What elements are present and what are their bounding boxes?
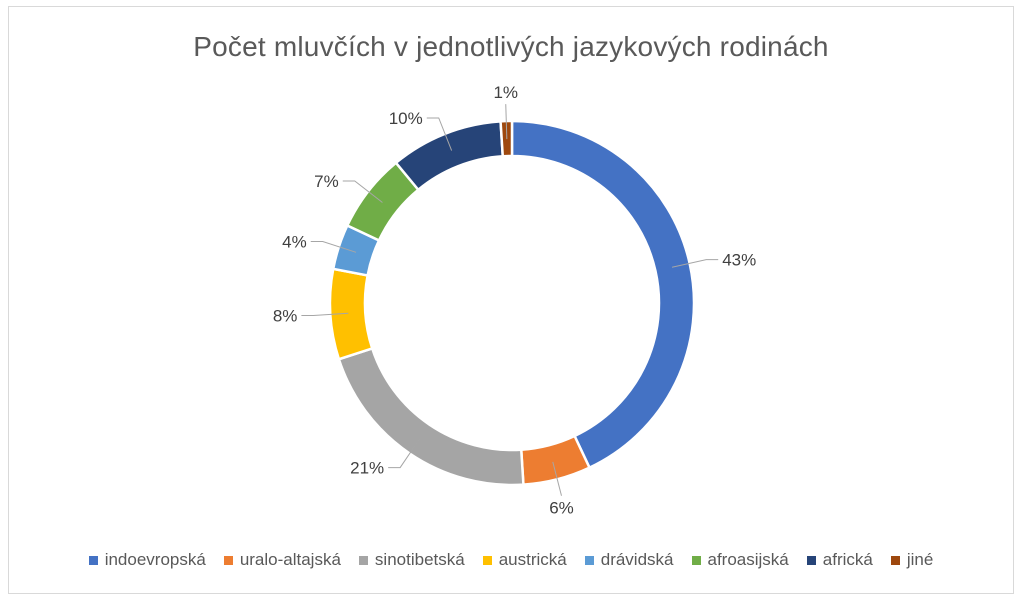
legend-swatch — [584, 555, 594, 565]
leader-lines-group — [301, 104, 719, 496]
leader-line-drávidská — [310, 241, 357, 253]
legend-item-jiné: jiné — [890, 550, 934, 570]
legend-label: uralo-altajská — [239, 550, 341, 569]
data-labels-group: 43% 6% 21% 8% 4% 7% 10% 1% — [273, 83, 756, 518]
legend-label: sinotibetská — [374, 550, 465, 569]
data-label-afroasijská: 7% — [314, 172, 339, 191]
chart-frame: Počet mluvčích v jednotlivých jazykových… — [8, 6, 1014, 594]
legend-item-africká: africká — [806, 550, 873, 570]
slice-jiné — [499, 119, 514, 158]
data-label-uralo-altajská: 6% — [549, 499, 574, 518]
legend-swatch — [88, 555, 98, 565]
doughnut-chart: 43% 6% 21% 8% 4% 7% 10% 1% — [273, 83, 756, 518]
legend-swatch — [890, 555, 900, 565]
legend-label: indoevropská — [104, 550, 206, 569]
leader-line-indoevropská — [671, 259, 719, 268]
legend-item-drávidská: drávidská — [584, 550, 674, 570]
legend-item-uralo-altajská: uralo-altajská — [223, 550, 341, 570]
legend-label: africká — [822, 550, 873, 569]
leader-line-austrická — [301, 312, 349, 316]
slices-group — [328, 119, 696, 487]
data-label-austrická: 8% — [273, 306, 298, 325]
data-label-jiné: 1% — [493, 83, 518, 102]
data-label-drávidská: 4% — [282, 233, 307, 252]
leader-line-africká — [426, 117, 453, 151]
slice-uralo-altajská — [519, 434, 592, 486]
legend-item-indoevropská: indoevropská — [88, 550, 206, 570]
legend-swatch — [223, 555, 233, 565]
leader-line-afroasijská — [342, 180, 383, 203]
leader-line-sinotibetská — [388, 438, 421, 469]
legend-swatch — [358, 555, 368, 565]
legend-swatch — [806, 555, 816, 565]
legend-item-austrická: austrická — [482, 550, 567, 570]
legend-label: drávidská — [600, 550, 674, 569]
slice-indoevropská — [510, 119, 696, 470]
legend-swatch — [691, 555, 701, 565]
legend-item-afroasijská: afroasijská — [691, 550, 789, 570]
legend-swatch — [482, 555, 492, 565]
slice-africká — [394, 120, 505, 192]
legend-item-sinotibetská: sinotibetská — [358, 550, 465, 570]
leader-line-uralo-altajská — [552, 461, 562, 496]
data-label-indoevropská: 43% — [722, 251, 756, 270]
legend: indoevropská uralo-altajská sinotibetská au… — [9, 550, 1013, 570]
legend-label: afroasijská — [707, 550, 789, 569]
chart-title: Počet mluvčích v jednotlivých jazykových… — [193, 31, 829, 62]
legend-label: austrická — [498, 550, 567, 569]
data-label-sinotibetská: 21% — [350, 459, 384, 478]
leader-line-jiné — [505, 104, 508, 140]
data-label-africká: 10% — [389, 109, 423, 128]
legend-label: jiné — [906, 550, 934, 569]
